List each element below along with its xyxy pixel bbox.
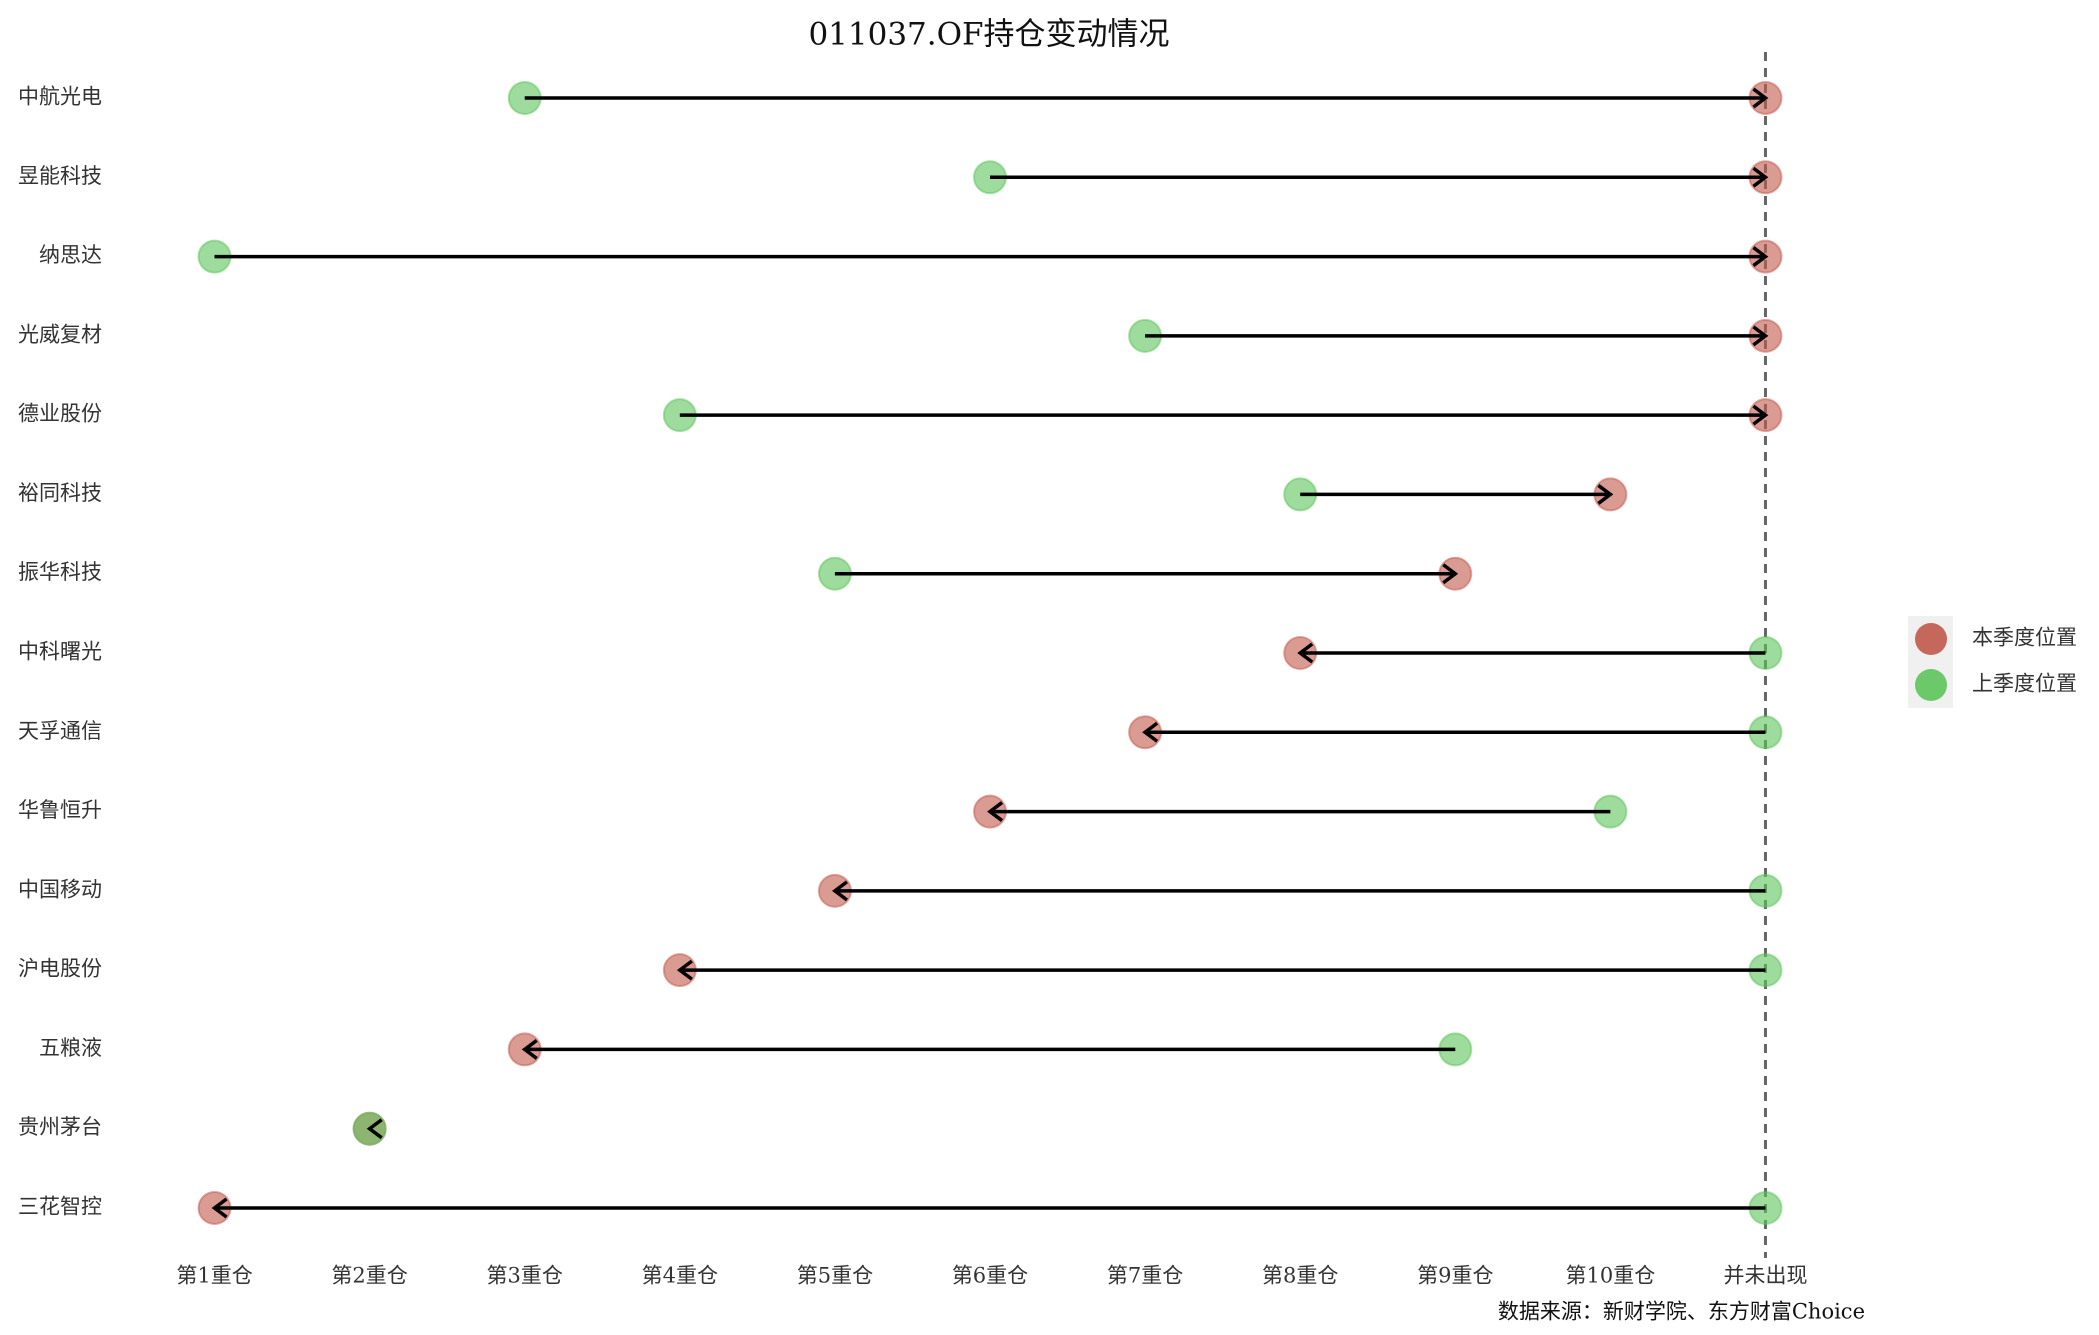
y-tick-label: 中航光电	[18, 85, 102, 109]
legend-label: 本季度位置	[1972, 626, 2077, 650]
arrow-head	[1752, 325, 1769, 347]
arrow-head	[987, 801, 1004, 822]
chart-title: 011037.OF持仓变动情况	[808, 17, 1169, 53]
x-tick-label: 第3重仓	[487, 1264, 563, 1288]
y-tick-label: 中科曙光	[18, 640, 102, 664]
arrow-head	[1297, 642, 1314, 664]
arrow-head	[1752, 166, 1769, 188]
arrow-head	[366, 1118, 383, 1140]
legend-swatch	[1915, 669, 1947, 701]
x-tick-label: 第4重仓	[642, 1264, 718, 1288]
y-tick-label: 光威复材	[18, 322, 102, 346]
y-tick-label: 贵州茅台	[18, 1115, 102, 1139]
legend-swatch	[1915, 623, 1947, 655]
arrow-head	[521, 1039, 538, 1060]
arrow-head	[1752, 404, 1769, 426]
y-tick-label: 裕同科技	[18, 481, 102, 505]
y-tick-label: 沪电股份	[18, 957, 102, 981]
x-tick-label: 第9重仓	[1417, 1264, 1493, 1288]
arrow-head	[1597, 484, 1614, 505]
y-tick-label: 昱能科技	[18, 164, 102, 188]
legend-label: 上季度位置	[1972, 672, 2077, 696]
y-tick-label: 三花智控	[18, 1195, 102, 1219]
y-tick-label: 五粮液	[39, 1036, 102, 1060]
arrow-head	[1142, 721, 1159, 743]
x-tick-label: 第6重仓	[952, 1264, 1028, 1288]
y-tick-label: 纳思达	[39, 243, 102, 267]
arrow-head	[211, 1197, 228, 1219]
arrow-head	[831, 880, 848, 902]
source-note: 数据来源：新财学院、东方财富Choice	[1498, 1300, 1865, 1324]
x-tick-label: 并未出现	[1723, 1264, 1807, 1288]
arrow-head	[1442, 563, 1459, 585]
x-tick-label: 第8重仓	[1262, 1264, 1338, 1288]
x-tick-label: 第2重仓	[331, 1264, 407, 1288]
x-tick-label: 第7重仓	[1107, 1264, 1183, 1288]
y-tick-label: 华鲁恒升	[18, 798, 102, 822]
arrow-head	[1752, 87, 1769, 109]
y-tick-label: 德业股份	[18, 402, 102, 426]
y-tick-label: 天孚通信	[18, 719, 102, 743]
arrow-head	[676, 959, 693, 981]
x-tick-label: 第5重仓	[797, 1264, 873, 1288]
y-tick-label: 中国移动	[18, 877, 102, 901]
y-tick-label: 振华科技	[18, 560, 102, 584]
x-tick-label: 第10重仓	[1566, 1264, 1656, 1288]
arrow-head	[1752, 246, 1769, 267]
x-tick-label: 第1重仓	[176, 1264, 252, 1288]
